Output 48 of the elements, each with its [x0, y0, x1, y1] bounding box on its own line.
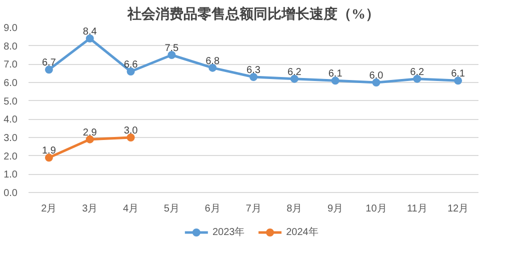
- point: [44, 154, 53, 162]
- y-tick-label: 2.0: [4, 151, 18, 162]
- data-label: 6.7: [42, 58, 56, 69]
- x-tick-label: 8月: [286, 204, 302, 214]
- y-tick-label: 5.0: [4, 96, 18, 108]
- data-label: 6.3: [246, 65, 261, 76]
- data-label: 1.9: [42, 146, 56, 157]
- data-label: 2.9: [82, 127, 98, 138]
- y-tick-label: 6.0: [4, 78, 18, 89]
- x-tick-label: 7月: [246, 204, 262, 214]
- y-tick-label: 0.0: [4, 188, 18, 199]
- point: [372, 78, 380, 86]
- data-label: 6.1: [451, 68, 466, 80]
- x-tick-label: 3月: [82, 204, 98, 214]
- legend-label: 2024年: [286, 226, 318, 238]
- x-tick-label: 4月: [122, 204, 139, 214]
- point: [44, 66, 53, 74]
- data-label: 8.4: [82, 26, 98, 38]
- data-label: 6.1: [328, 68, 343, 80]
- x-tick-label: 11月: [406, 204, 428, 214]
- data-label: 6.6: [124, 60, 138, 70]
- point: [168, 51, 176, 59]
- y-tick-label: 9.0: [4, 23, 18, 34]
- y-tick-label: 4.0: [4, 114, 18, 126]
- data-label: 7.5: [164, 43, 180, 54]
- legend-label: 2023年: [212, 226, 245, 238]
- x-tick-label: 12月: [447, 204, 469, 214]
- data-label: 3.0: [124, 126, 138, 136]
- y-tick-label: 7.0: [4, 60, 18, 71]
- x-tick-label: 5月: [164, 204, 180, 214]
- y-tick-label: 1.0: [4, 170, 18, 181]
- point: [126, 134, 135, 142]
- data-label: 6.2: [410, 66, 425, 78]
- chart-title: 社会消费品零售总额同比增长速度（%）: [126, 6, 380, 22]
- y-tick-label: 8.0: [4, 41, 18, 52]
- y-tick-label: 3.0: [4, 133, 18, 144]
- x-tick-label: 10月: [366, 204, 387, 214]
- point: [331, 76, 340, 85]
- data-label: 6.2: [287, 66, 302, 78]
- point: [454, 76, 462, 85]
- x-tick-label: 2月: [41, 204, 57, 214]
- x-tick-label: 9月: [328, 204, 344, 214]
- data-label: 6.0: [369, 70, 384, 82]
- point: [126, 68, 135, 76]
- point: [86, 34, 94, 42]
- x-tick-label: 6月: [204, 204, 220, 214]
- data-label: 6.8: [206, 56, 220, 67]
- point: [250, 73, 258, 81]
